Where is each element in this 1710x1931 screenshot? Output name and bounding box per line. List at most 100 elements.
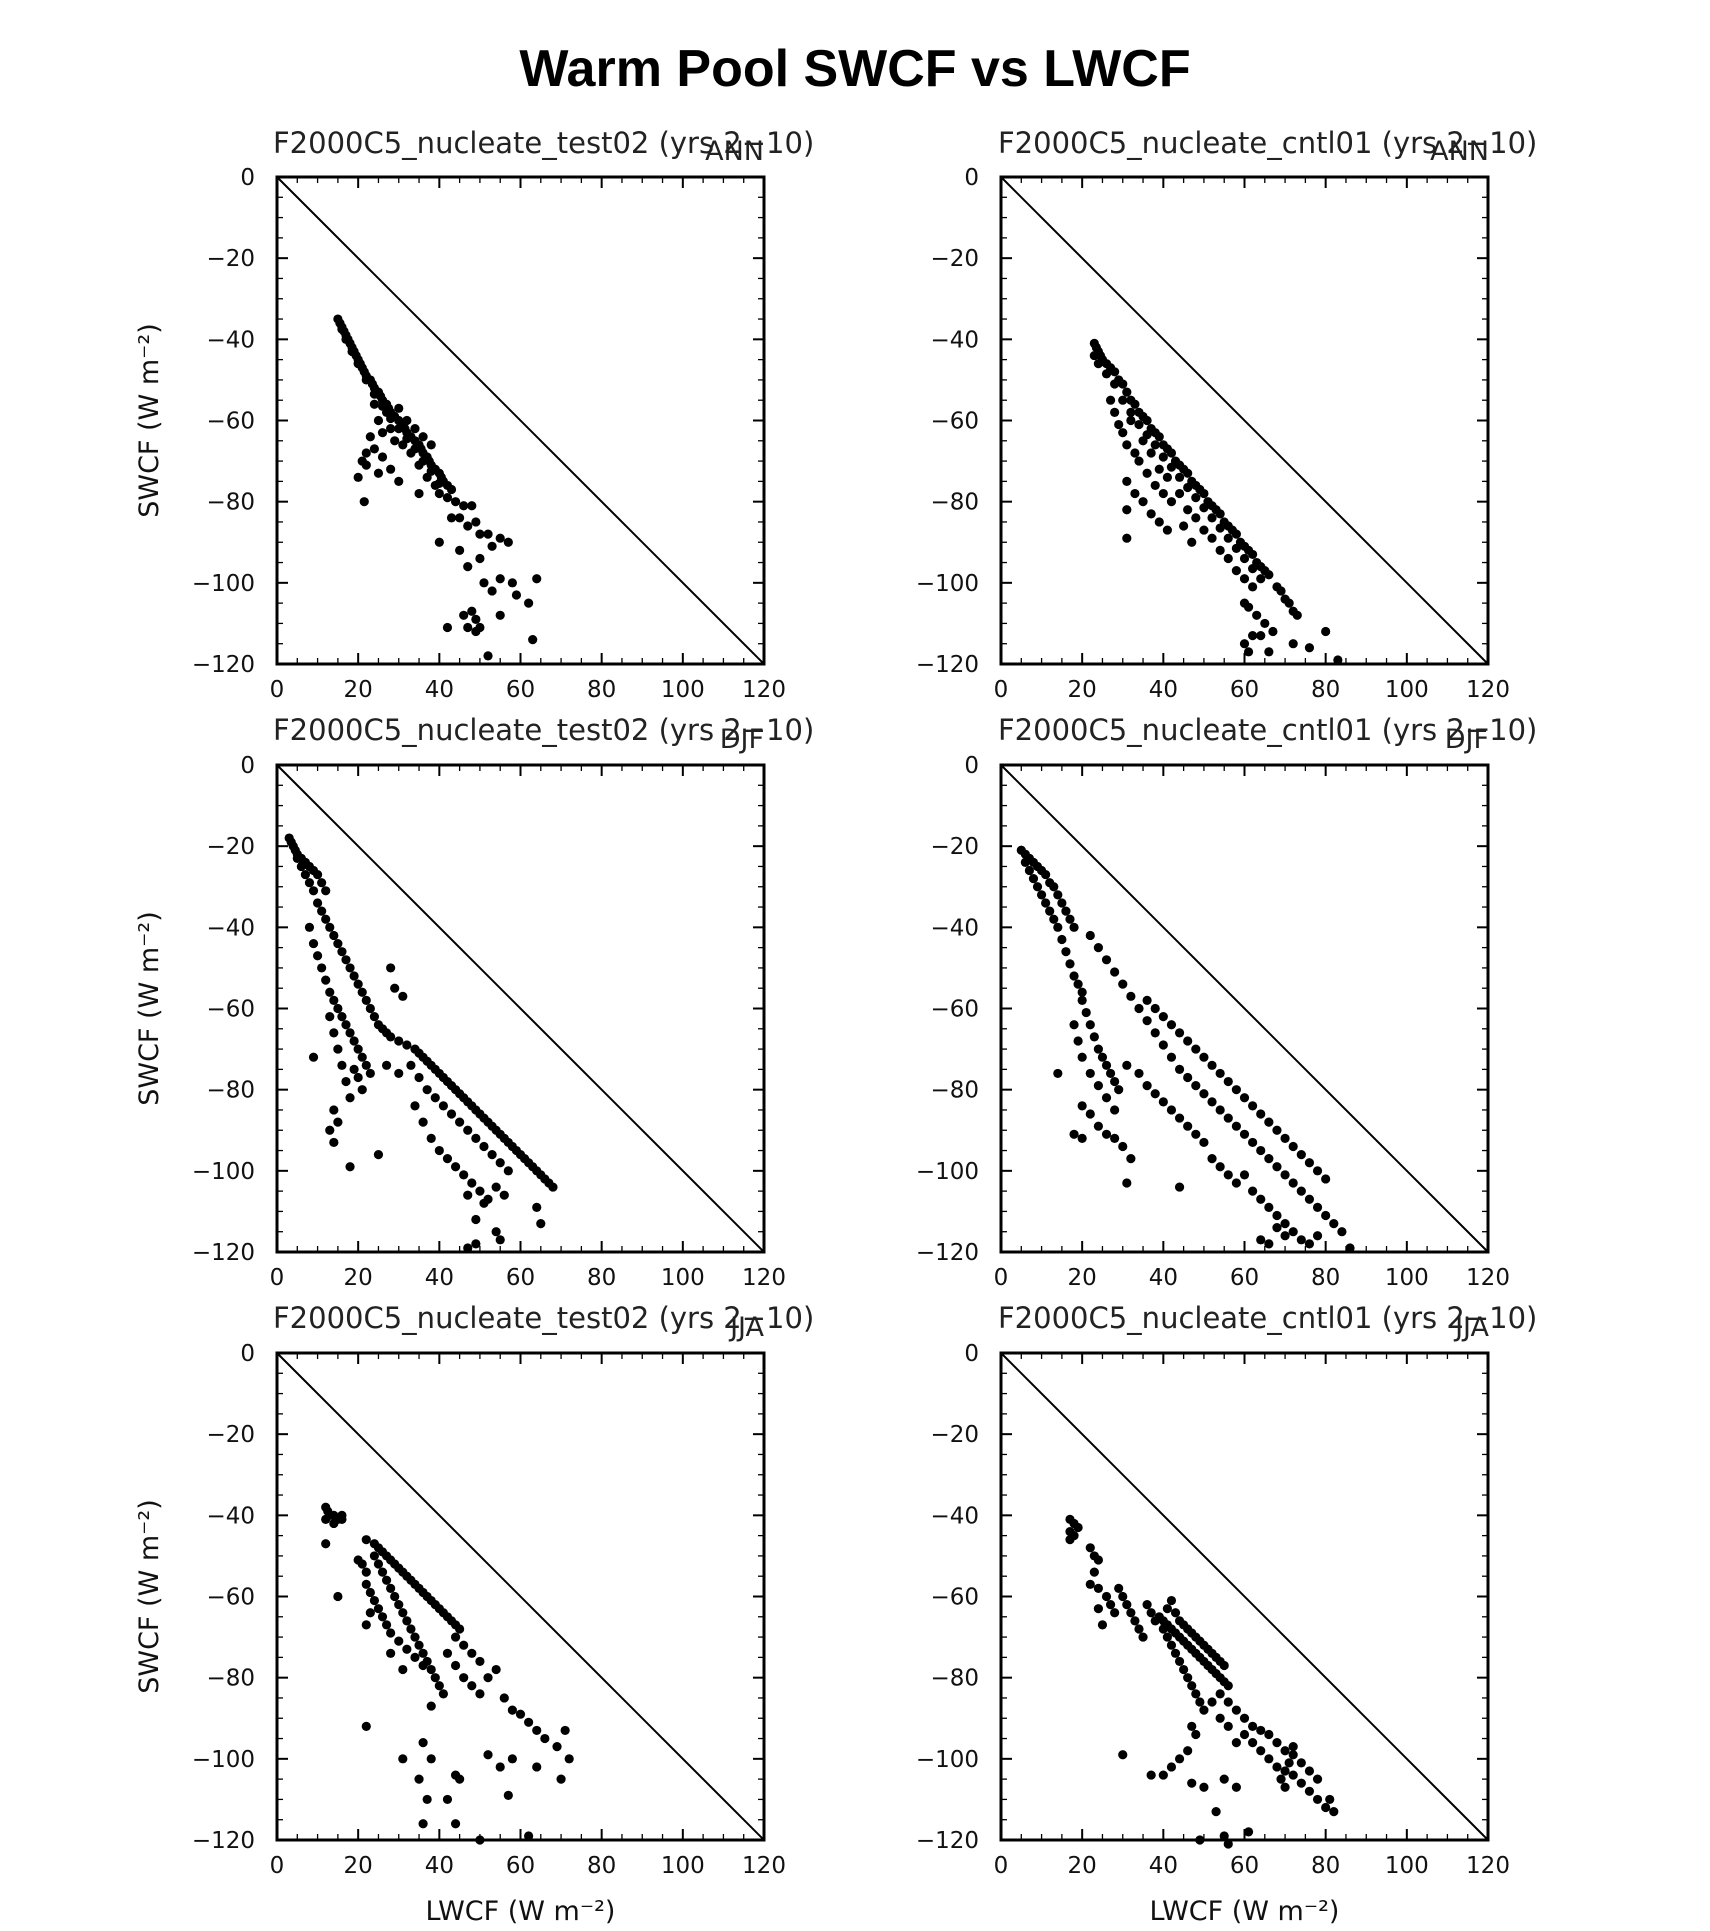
data-point — [333, 1044, 343, 1054]
data-point — [1093, 1604, 1103, 1614]
data-point — [1130, 488, 1140, 499]
data-point — [341, 1020, 351, 1030]
data-point — [1248, 1186, 1258, 1196]
data-point — [1105, 1068, 1116, 1079]
data-point — [1146, 1770, 1156, 1780]
y-tick-label: −80 — [930, 1666, 979, 1692]
data-point — [1073, 1522, 1083, 1533]
data-point — [325, 1125, 335, 1135]
data-point — [471, 614, 481, 624]
data-point — [365, 1608, 375, 1618]
data-point — [1134, 1624, 1144, 1634]
data-point — [1280, 1218, 1290, 1229]
y-axis-label: SWCF (W m⁻²) — [134, 323, 165, 518]
data-point — [1312, 1202, 1323, 1212]
data-point — [1166, 497, 1177, 507]
y-tick-label: −40 — [930, 915, 979, 941]
data-point — [1312, 1794, 1323, 1805]
reference-line — [1000, 176, 1489, 665]
data-point — [1110, 1105, 1120, 1115]
data-point — [1142, 468, 1152, 478]
data-point — [1304, 1194, 1315, 1204]
data-point — [1085, 1543, 1095, 1553]
data-point — [1304, 1786, 1315, 1796]
data-point — [1280, 1170, 1290, 1180]
data-point — [317, 963, 327, 973]
data-point — [1077, 995, 1087, 1005]
data-point — [438, 1689, 448, 1699]
data-point — [446, 484, 457, 495]
data-point — [1110, 1076, 1120, 1087]
data-point — [1049, 914, 1059, 924]
data-point — [1248, 549, 1258, 560]
data-point — [1215, 1713, 1225, 1723]
data-point — [333, 938, 343, 949]
data-point — [1179, 521, 1189, 531]
data-point — [386, 1032, 396, 1042]
data-point — [1069, 971, 1079, 981]
data-point — [1223, 553, 1233, 564]
data-point — [1134, 419, 1144, 430]
y-tick-label: −40 — [930, 1503, 979, 1529]
data-point — [1142, 415, 1152, 426]
data-point — [528, 635, 538, 645]
data-point — [1223, 1113, 1233, 1123]
data-point — [1114, 419, 1124, 430]
data-point — [308, 1052, 319, 1062]
x-tick-label: 120 — [1466, 1265, 1510, 1291]
data-point — [1272, 1162, 1282, 1172]
y-tick-label: −40 — [206, 1503, 255, 1529]
data-point — [1057, 934, 1067, 945]
data-point — [1138, 497, 1148, 507]
data-point — [361, 1535, 371, 1545]
panel-title: F2000C5_nucleate_cntl01 (yrs 2−10) — [998, 1301, 1537, 1335]
data-point — [1195, 1697, 1205, 1707]
data-point — [552, 1742, 562, 1752]
y-tick-label: −20 — [206, 834, 255, 860]
data-point — [467, 1178, 477, 1188]
data-point — [1142, 1600, 1152, 1610]
data-point — [1183, 1673, 1193, 1683]
data-point — [1183, 1746, 1193, 1756]
data-point — [1134, 1003, 1144, 1014]
data-point — [1264, 1239, 1274, 1249]
data-point — [1248, 1137, 1258, 1148]
data-point — [361, 375, 371, 385]
data-point — [1199, 1137, 1209, 1148]
data-point — [1126, 1154, 1136, 1164]
data-point — [325, 1012, 335, 1022]
data-point — [1276, 586, 1286, 596]
data-point — [1248, 564, 1258, 574]
data-point — [1166, 1052, 1177, 1062]
data-point — [337, 1514, 347, 1524]
x-tick-label: 20 — [1068, 677, 1097, 703]
data-point — [1126, 991, 1136, 1001]
data-point — [337, 947, 347, 957]
data-point — [1280, 1766, 1290, 1776]
x-tick-label: 100 — [1385, 1853, 1429, 1879]
data-point — [337, 324, 347, 334]
x-tick-label: 60 — [506, 1265, 535, 1291]
x-tick-label: 0 — [270, 1853, 285, 1879]
data-point — [483, 1750, 493, 1760]
y-tick-label: −60 — [930, 997, 979, 1023]
data-point — [1288, 639, 1298, 649]
x-tick-label: 100 — [1385, 677, 1429, 703]
x-tick-label: 20 — [344, 1853, 373, 1879]
data-point — [548, 1182, 558, 1192]
data-point — [499, 1190, 509, 1200]
data-point — [1110, 1608, 1120, 1618]
data-point — [483, 1673, 493, 1683]
data-point — [1061, 947, 1071, 957]
data-point — [365, 432, 375, 442]
data-point — [1183, 1036, 1193, 1046]
data-point — [410, 1101, 420, 1111]
data-point — [1053, 890, 1063, 900]
data-point — [1146, 1608, 1156, 1618]
data-point — [1154, 517, 1164, 527]
data-point — [1248, 582, 1258, 592]
data-point — [442, 622, 453, 633]
y-tick-label: −120 — [916, 652, 979, 678]
data-point — [1097, 1620, 1108, 1630]
data-point — [1284, 1758, 1294, 1768]
